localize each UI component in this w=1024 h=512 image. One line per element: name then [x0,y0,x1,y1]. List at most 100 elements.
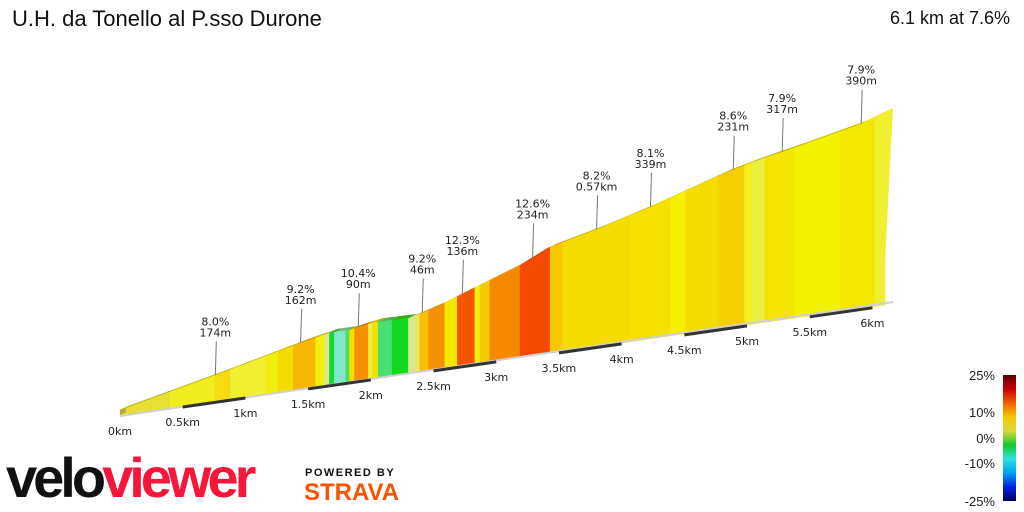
gradient-segment [368,322,373,380]
annotation-length: 317m [766,103,798,116]
annotation-gradient: 12.6% [515,197,550,210]
profile-top-edge [120,387,179,410]
profile-top-edge [265,347,287,357]
annotation-length: 162m [285,294,317,307]
annotation-leader [214,341,217,376]
profile-top-edge [874,107,893,117]
gradient-segment [479,279,491,364]
profile-top-edge [444,292,466,303]
profile-top-edge [378,316,401,322]
gradient-segment [444,295,458,369]
legend-color-bar [1003,375,1016,501]
profile-top-edge [670,186,694,198]
gradient-segment [324,332,330,386]
profile-top-edge [278,341,302,352]
profile-top-edge-shade [457,283,483,297]
annotation-length: 390m [845,75,877,88]
gradient-segment [315,334,325,388]
annotation-length: 0.57km [576,180,618,193]
profile-top-edge-shade [419,305,437,314]
gradient-segment [519,246,551,358]
x-tick-label: 6km [860,317,884,330]
annotation-leader [532,223,535,258]
profile-end-face [883,107,893,305]
x-tick-label: 4.5km [667,344,702,357]
profile-top-edge-shade [685,171,727,191]
annotation-length: 46m [410,264,435,277]
gradient-segment [329,331,335,386]
annotation-gradient: 9.2% [408,253,436,266]
profile-top-edge-shade [489,261,529,281]
gradient-segment [345,329,350,383]
annotation-length: 174m [199,326,231,339]
profile-top-edge-shade [349,324,363,330]
veloviewer-logo: veloviewer [6,450,256,506]
gradient-segment [717,164,745,330]
baseline [119,301,894,417]
legend-label: -10% [965,456,996,471]
profile-top-edge [345,325,358,331]
annotation-leader [421,278,424,313]
profile-top-edge [489,261,529,281]
profile-top-edge-shade [794,127,848,148]
logo-viewer: viewer [102,446,256,509]
profile-top-edge [685,171,727,191]
distance-bar [809,306,873,319]
annotation-leader [649,172,652,207]
profile-top-edge-shade [562,211,639,243]
gradient-segment [562,214,631,352]
profile-top-edge [349,324,363,330]
annotation-leader [300,308,303,343]
distance-bar [558,342,622,355]
profile-top-edge [520,243,559,266]
profile-top-edge [794,127,848,148]
profile-top-edge-shade [744,158,761,166]
legend-label: 25% [969,368,995,383]
gradient-segment [751,157,765,325]
x-tick-label: 1km [233,407,257,420]
gradient-segment [474,284,481,365]
powered-by-label: POWERED BY [305,467,396,479]
profile-top-edge-shade [670,186,694,198]
profile-top-edge [329,328,343,333]
gradient-segment [839,116,876,312]
annotation-leader [461,259,464,294]
profile-top-edge [372,317,387,323]
profile-top-edge [744,158,761,166]
x-tick-label: 5km [735,335,759,348]
gradient-segment [419,309,429,373]
profile-top-edge-shade [874,107,893,117]
profile-top-edge [630,193,679,216]
profile-top-edge [479,276,498,285]
profile-top-edge-shade [752,154,773,163]
profile-top-edge-shade [479,276,498,285]
profile-top-edge-shade [265,347,287,357]
annotation-gradient: 8.1% [637,147,665,160]
profile-top-edge [354,320,377,329]
profile-top-edge-shade [315,330,333,338]
profile-top-edge-shade [372,317,387,323]
gradient-segment [334,330,346,385]
profile-top-edge [368,318,381,325]
profile-top-edge [215,365,239,376]
x-tick-label: 0km [108,425,132,438]
annotation-length: 339m [635,158,667,171]
profile-top-edge-shade [839,112,883,132]
profile-top-edge-shade [408,311,424,319]
gradient-segment [764,147,795,323]
profile-top-edge [550,238,571,248]
profile-top-edge [334,326,354,333]
annotation-length: 234m [517,208,549,221]
annotation-leader [596,195,599,230]
profile-top-edge-shade [550,238,571,248]
legend-label: 10% [969,405,995,420]
profile-top-edge-shade [444,292,466,303]
x-tick-label: 2km [359,389,383,402]
strava-logo: STRAVA [304,479,400,506]
profile-top-edge-shade [392,314,417,321]
profile-top-edge [764,143,803,159]
gradient-segment [685,175,719,334]
gradient-segment [354,323,369,382]
x-tick-label: 5.5km [792,326,827,339]
